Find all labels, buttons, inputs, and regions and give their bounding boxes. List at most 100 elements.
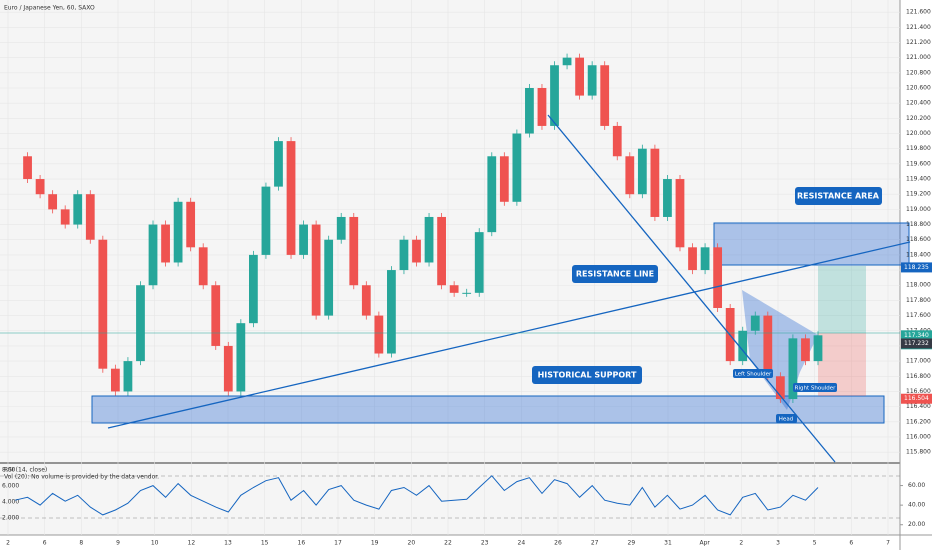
left-label: 8.00 [2,467,16,474]
candle-body [499,156,509,202]
candle-body [763,315,773,377]
candle-body [23,156,32,180]
candle-body [688,247,697,271]
y-tick-label: 121.000 [906,54,931,61]
candle-body [98,239,108,369]
candle-body [374,315,384,354]
candle-body [324,239,334,316]
x-tick-label: 2 [6,540,10,547]
y-tick-label: 118.000 [906,282,931,289]
y-tick-label: 117.800 [906,297,931,304]
rsi: 20.00 40.00 60.00 8.00 6.000 4.000 2.000 [2,467,925,529]
left-label: 6.000 [2,483,19,490]
x-tick-label: 7 [886,540,890,547]
y-tick-label: 121.600 [906,9,931,16]
candle-body [700,247,710,271]
price-tag-label: 118.235 [904,264,929,271]
candle-body [487,156,497,233]
resistance-line [107,241,911,429]
x-tick-label: 13 [224,540,232,547]
y-tick-label: 116.200 [906,418,931,425]
label-box [793,383,837,392]
candle-body [336,216,346,240]
price-tag [901,262,932,273]
callout-text: HISTORICAL SUPPORT [538,371,637,380]
candle-body [738,330,748,362]
candle-body [311,224,321,316]
candle-body [161,224,170,263]
candle-body [550,65,559,126]
candle-body [600,65,610,126]
price-tag [901,338,932,349]
candle-body [223,345,233,392]
target-zone [818,266,866,333]
y-tick-label: 116.000 [906,433,931,440]
x-tick-label: 26 [554,540,562,547]
x-tick-label: 9 [116,540,120,547]
candle-body [512,133,522,202]
x-tick-label: 17 [334,540,342,547]
callout [532,366,642,384]
candle-body [562,57,572,66]
y-tick-label: 119.200 [906,191,931,198]
label: Right Shoulder [795,386,836,392]
rsi-tick-label: 20.00 [908,521,925,528]
candle-body [449,285,459,293]
candle-body [575,57,585,96]
candle-body [713,247,723,308]
y-tick-label: 115.800 [906,449,931,456]
x-tick-label: 3 [776,540,780,547]
candle-body [60,209,70,225]
candle-body [813,335,823,362]
support-zone [91,395,885,424]
chart-title: Euro / Japanese Yen, 60, SAXO [4,5,95,12]
y-tick-label: 118.400 [906,251,931,258]
y-tick-label: 116.800 [906,373,931,380]
callout-text: RESISTANCE AREA [797,192,880,201]
candle-body [399,239,409,271]
candle-body [788,338,798,400]
resistance-area-zone [713,222,910,266]
y-tick-label: 117.600 [906,312,931,319]
candle-body [85,194,95,240]
callout [572,265,658,283]
y-tick-label: 120.200 [906,115,931,122]
price-tag-label: 117.340 [904,332,929,339]
candle-body [437,216,446,286]
candle-body [211,285,221,346]
y-tick-label: 116.600 [906,388,931,395]
candle-body [387,270,396,354]
y-tick-label: 116.400 [906,403,931,410]
candle-body [663,179,672,217]
grid [0,0,900,535]
candle-body [48,194,58,210]
x-tick-label: 8 [79,540,83,547]
x-tick-label: Apr [699,540,710,547]
candle-body [73,194,83,225]
candle-body [286,141,296,255]
candle-body [236,323,246,392]
plot-bg [0,0,900,535]
left-label: 4.000 [2,499,19,506]
candle-body [173,201,183,263]
label: Head [779,417,793,423]
rsi-line [14,475,819,516]
candle-body [198,247,208,286]
x-tick-label: 12 [188,540,196,547]
candle-body [537,88,547,126]
left-label: 2.000 [2,515,19,522]
candle-body [637,148,647,195]
x-tick-label: 29 [628,540,636,547]
x-tick-label: 31 [664,540,672,547]
label-box [776,414,797,423]
x-tick-label: 2 [739,540,743,547]
price-tag-label: 117.232 [904,340,929,347]
rsi-note: Vol (20): No volume is provided by the d… [4,474,159,481]
candle-body [123,361,133,392]
candle-body [650,148,660,217]
candle-body [750,315,760,331]
y-tick-label: 118.600 [906,236,931,243]
pattern-fill [742,290,818,410]
x-tick-label: 15 [261,540,269,547]
